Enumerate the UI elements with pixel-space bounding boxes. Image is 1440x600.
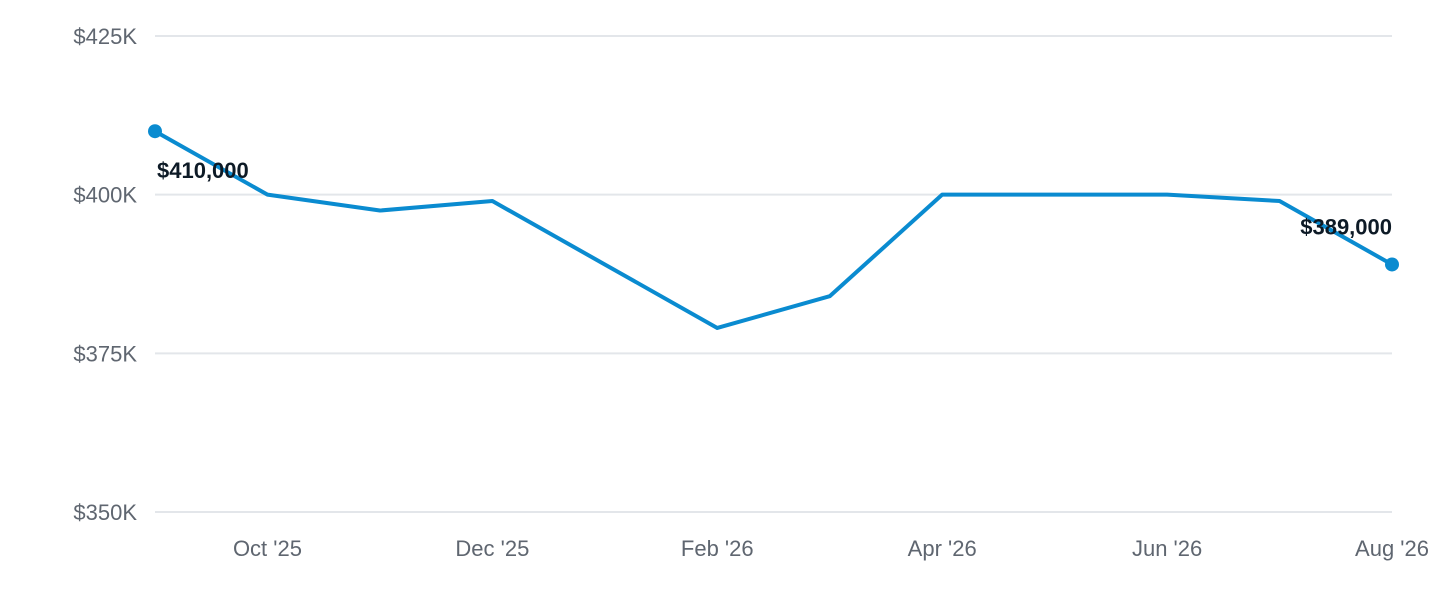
y-tick-label: $425K xyxy=(73,24,137,49)
x-tick-label: Apr '26 xyxy=(908,536,977,561)
x-tick-label: Dec '25 xyxy=(455,536,529,561)
y-axis-ticks: $350K $375K $400K $425K xyxy=(73,24,137,525)
x-axis-ticks: Oct '25 Dec '25 Feb '26 Apr '26 Jun '26 Aug '… xyxy=(233,536,1429,561)
x-tick-label: Oct '25 xyxy=(233,536,302,561)
data-point xyxy=(602,261,608,267)
y-tick-label: $375K xyxy=(73,341,137,366)
x-tick-label: Aug '26 xyxy=(1355,536,1429,561)
grid-layer xyxy=(155,35,1392,513)
data-point xyxy=(827,293,833,299)
x-tick-label: Feb '26 xyxy=(681,536,754,561)
data-point xyxy=(1164,192,1170,198)
data-point xyxy=(1052,192,1058,198)
data-point xyxy=(264,192,270,198)
data-labels: $410,000 $389,000 xyxy=(157,158,1392,239)
data-label: $389,000 xyxy=(1300,214,1392,239)
data-point xyxy=(377,208,383,214)
y-tick-label: $350K xyxy=(73,500,137,525)
endpoint-marker xyxy=(1385,257,1399,272)
data-point xyxy=(489,198,495,204)
data-point xyxy=(714,325,720,331)
x-tick-label: Jun '26 xyxy=(1132,536,1202,561)
data-point xyxy=(939,192,945,198)
marker-layer xyxy=(148,124,1399,272)
series-layer xyxy=(153,129,1394,331)
series-line xyxy=(153,129,1394,330)
data-label: $410,000 xyxy=(157,158,249,183)
data-point xyxy=(1277,198,1283,204)
y-tick-label: $400K xyxy=(73,183,137,208)
endpoint-marker xyxy=(148,124,162,139)
